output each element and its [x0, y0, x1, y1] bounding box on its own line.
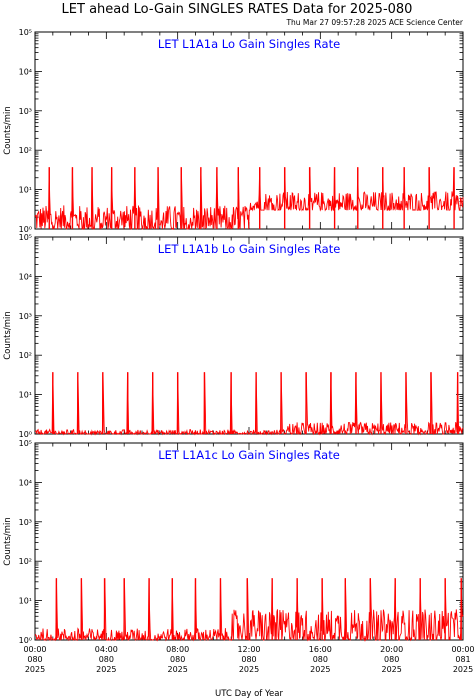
- y-tick-label: 10⁰: [19, 225, 32, 234]
- x-tick-label: 2025: [167, 665, 187, 674]
- y-tick-label: 10⁰: [19, 430, 32, 439]
- panel-title: LET L1A1c Lo Gain Singles Rate: [158, 448, 340, 462]
- y-tick-label: 10¹: [19, 597, 32, 606]
- x-tick-label: 080: [241, 655, 256, 664]
- y-tick-label: 10³: [19, 107, 32, 116]
- x-tick-label: 080: [27, 655, 42, 664]
- y-tick-label: 10⁵: [19, 233, 32, 242]
- figure-title: LET ahead Lo-Gain SINGLES RATES Data for…: [62, 2, 413, 17]
- x-axis-tick-labels: 00:00080202504:00080202508:00080202512:0…: [23, 645, 474, 674]
- x-tick-label: 080: [313, 655, 328, 664]
- x-tick-label: 080: [99, 655, 114, 664]
- y-tick-label: 10⁵: [19, 28, 32, 37]
- x-tick-label: 04:00: [95, 645, 118, 654]
- y-tick-label: 10²: [19, 557, 32, 566]
- x-tick-label: 20:00: [380, 645, 403, 654]
- x-tick-label: 2025: [453, 665, 473, 674]
- x-tick-label: 081: [455, 655, 470, 664]
- y-tick-label: 10⁰: [19, 636, 32, 645]
- x-tick-label: 2025: [310, 665, 330, 674]
- x-tick-label: 2025: [96, 665, 116, 674]
- x-tick-label: 00:00: [23, 645, 46, 654]
- x-tick-label: 2025: [25, 665, 45, 674]
- y-tick-label: 10⁴: [19, 67, 32, 76]
- y-tick-label: 10¹: [19, 186, 32, 195]
- panel-title: LET L1A1a Lo Gain Singles Rate: [158, 37, 340, 51]
- x-tick-label: 080: [170, 655, 185, 664]
- y-tick-label: 10²: [19, 146, 32, 155]
- y-tick-label: 10³: [19, 312, 32, 321]
- x-tick-label: 00:00: [451, 645, 474, 654]
- y-tick-label: 10¹: [19, 391, 32, 400]
- y-tick-label: 10⁴: [19, 478, 32, 487]
- panel-3: LET L1A1c Lo Gain Singles Rate 10⁰ 10¹ 10² 1…: [3, 439, 464, 645]
- panel-title: LET L1A1b Lo Gain Singles Rate: [158, 242, 341, 256]
- x-tick-label: 080: [384, 655, 399, 664]
- series-line: [34, 167, 464, 231]
- series-line: [34, 372, 464, 436]
- data-series: [34, 372, 464, 436]
- panel-frame: [34, 442, 464, 641]
- x-tick-label: 12:00: [237, 645, 260, 654]
- panel-frame: [34, 236, 464, 435]
- y-axis-label: Counts/min: [3, 517, 13, 566]
- x-axis-label: UTC Day of Year: [215, 689, 283, 699]
- y-tick-label: 10⁵: [19, 439, 32, 448]
- panel-2: LET L1A1b Lo Gain Singles Rate 10⁰ 10¹ 10² 1…: [3, 233, 464, 439]
- x-tick-label: 08:00: [166, 645, 189, 654]
- generation-stamp: Thu Mar 27 09:57:28 2025 ACE Science Cen…: [285, 18, 463, 27]
- y-tick-label: 10⁴: [19, 272, 32, 281]
- y-tick-label: 10³: [19, 518, 32, 527]
- panel-1: LET L1A1a Lo Gain Singles Rate 10⁰ 10¹ 10² 1…: [3, 28, 464, 234]
- series-line: [34, 578, 464, 642]
- panels-group: LET L1A1a Lo Gain Singles Rate 10⁰ 10¹ 10² 1…: [3, 28, 464, 645]
- data-series: [34, 167, 464, 231]
- y-tick-label: 10²: [19, 351, 32, 360]
- x-tick-label: 16:00: [309, 645, 332, 654]
- data-series: [34, 578, 464, 642]
- x-tick-label: 2025: [239, 665, 259, 674]
- x-tick-label: 2025: [381, 665, 401, 674]
- y-axis-label: Counts/min: [3, 311, 13, 360]
- y-axis-label: Counts/min: [3, 106, 13, 155]
